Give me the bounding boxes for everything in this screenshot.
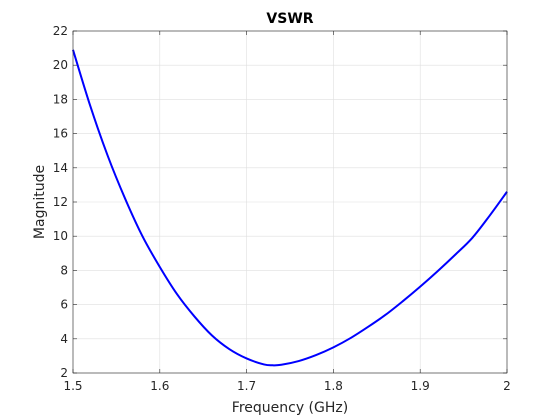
x-tick-label: 2 — [503, 379, 511, 393]
grid — [72, 30, 508, 374]
x-tick-labels: 1.5 1.6 1.7 1.8 1.9 2 — [63, 379, 510, 393]
y-tick-label: 18 — [53, 92, 68, 106]
vswr-line — [72, 49, 508, 367]
y-tick-label: 20 — [53, 58, 68, 72]
y-tick-label: 22 — [53, 24, 68, 38]
x-tick-label: 1.7 — [237, 379, 256, 393]
y-tick-label: 14 — [53, 161, 68, 175]
ticks — [72, 30, 508, 374]
y-tick-labels: 2 4 6 8 10 12 14 16 18 20 22 — [53, 24, 68, 380]
y-tick-label: 2 — [60, 366, 68, 380]
chart-title: VSWR — [266, 11, 313, 27]
x-axis-label: Frequency (GHz) — [232, 400, 348, 416]
y-tick-label: 6 — [60, 298, 68, 312]
y-tick-label: 12 — [53, 195, 68, 209]
y-tick-label: 4 — [60, 332, 68, 346]
y-axis-label: Magnitude — [32, 165, 48, 239]
y-tick-label: 8 — [60, 263, 68, 277]
y-tick-label: 16 — [53, 127, 68, 141]
x-tick-label: 1.6 — [150, 379, 169, 393]
y-tick-label: 10 — [53, 229, 68, 243]
series-layer — [72, 49, 508, 367]
x-tick-label: 1.8 — [324, 379, 343, 393]
x-tick-label: 1.5 — [63, 379, 82, 393]
x-tick-label: 1.9 — [411, 379, 430, 393]
